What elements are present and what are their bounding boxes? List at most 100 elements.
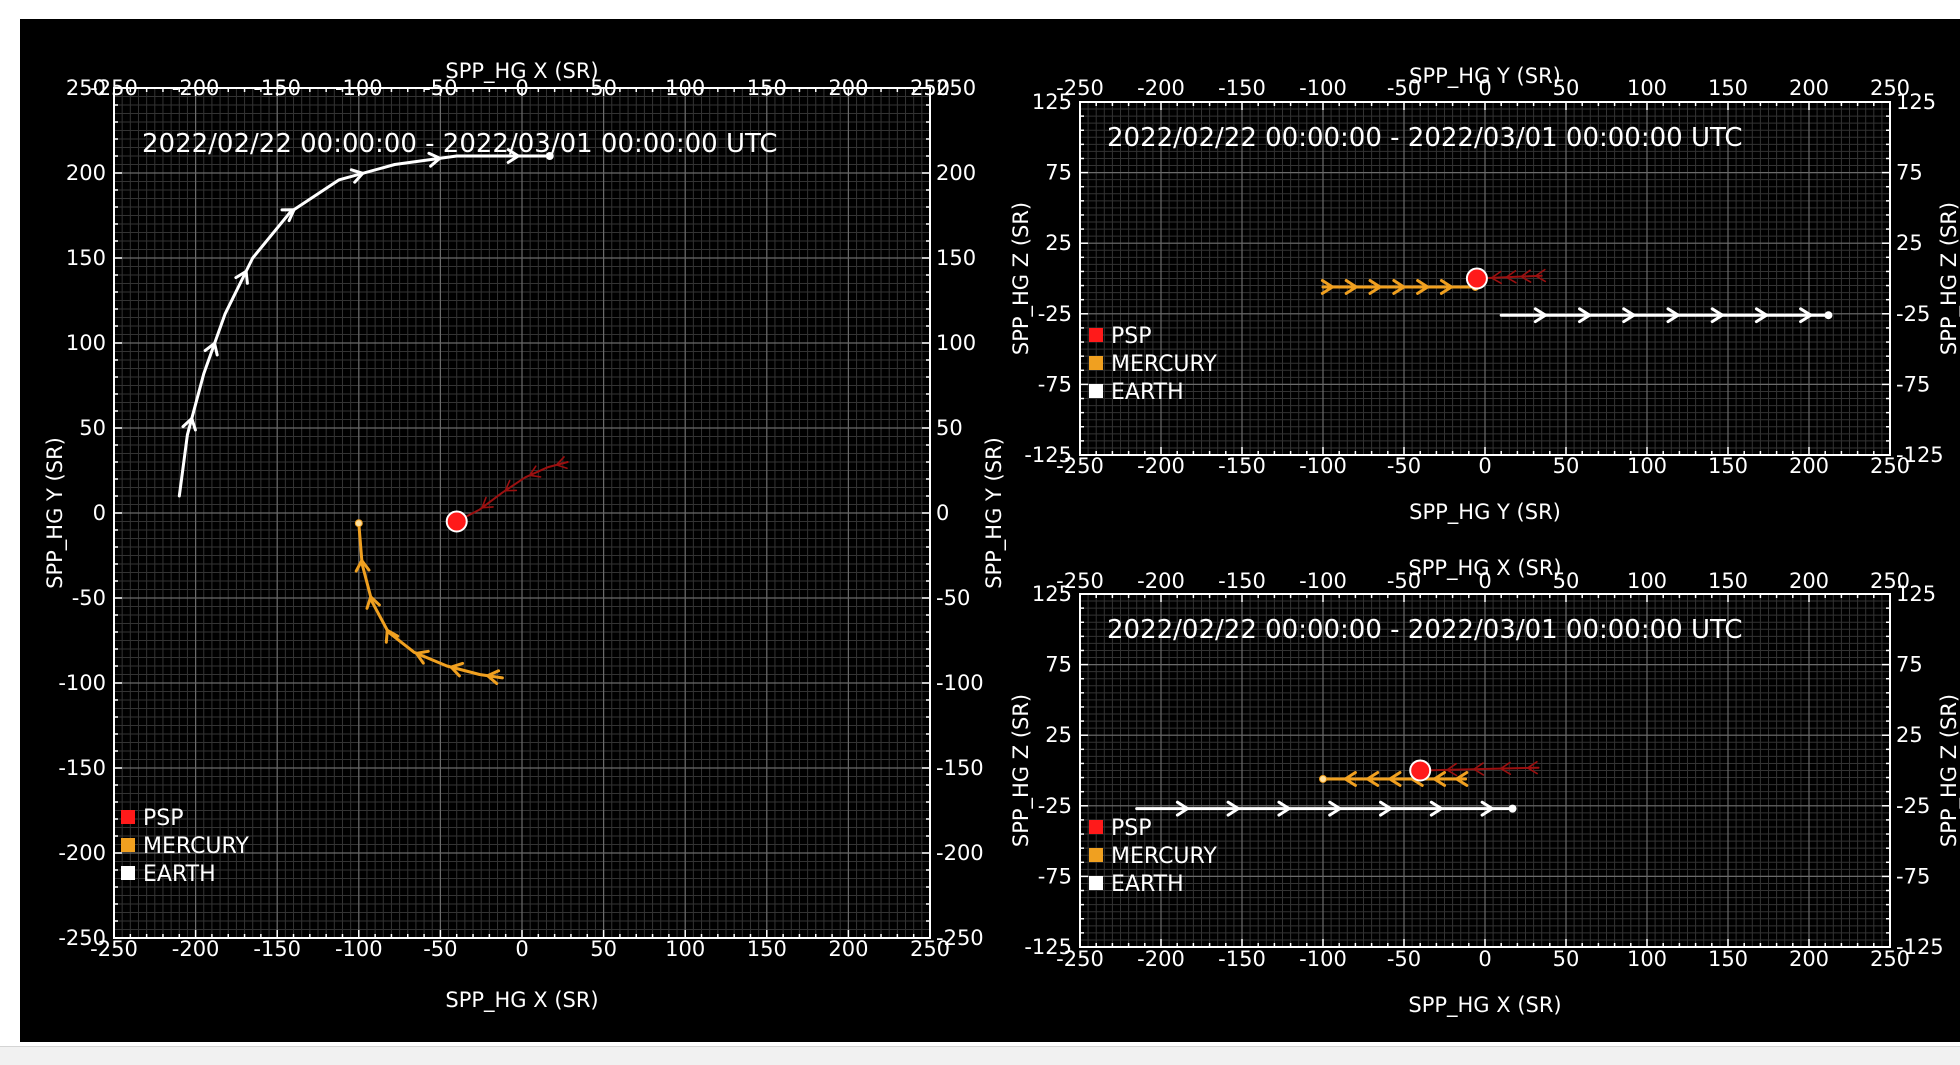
psp-position-marker [1465, 267, 1488, 290]
legend-swatch-mercury [1089, 848, 1103, 862]
y-tick-label-left: 125 [1032, 90, 1072, 114]
x-tick-label-top: 250 [1870, 76, 1910, 100]
y-tick-label-right: 75 [1896, 161, 1923, 185]
y-tick-label-right: -25 [1896, 794, 1930, 818]
xy-plot: -250 -250 -200 -200 -150 -150 -100 -100 -50 -50 0 0… [43, 59, 1007, 1013]
orbit-track-mercury [357, 521, 504, 680]
x-tick-label-top: -100 [335, 76, 383, 100]
x-tick-label-bottom: -200 [172, 937, 220, 961]
x-tick-label-bottom: 0 [1478, 454, 1491, 478]
x-tick-label-top: -150 [1218, 76, 1266, 100]
direction-arrow [1277, 800, 1291, 817]
direction-arrow [280, 208, 296, 223]
y-tick-label-right: -200 [936, 841, 984, 865]
y-axis-label-left: SPP_HG Z (SR) [1009, 202, 1034, 355]
y-axis-label-right: SPP_HG Y (SR) [982, 437, 1007, 589]
direction-arrow [1388, 771, 1402, 787]
psp-position-marker [1409, 759, 1432, 782]
x-tick-label-bottom: 200 [1789, 454, 1829, 478]
tick-labels: -250 -250 -200 -200 -150 -150 -100 -100 -50 -50 0 0… [58, 76, 983, 961]
y-tick-label-left: -150 [58, 756, 106, 780]
legend-swatch-earth [1089, 384, 1103, 398]
y-tick-label-right: -75 [1896, 864, 1930, 888]
y-tick-label-left: -50 [72, 586, 106, 610]
y-tick-label-right: -250 [936, 926, 984, 950]
x-tick-label-bottom: -50 [423, 937, 457, 961]
legend-label-mercury: MERCURY [143, 834, 249, 859]
x-tick-label-bottom: -100 [1299, 947, 1347, 971]
legend-label-psp: PSP [143, 806, 184, 831]
y-tick-label-left: -100 [58, 671, 106, 695]
orbit-tracks [177, 148, 569, 685]
legend-swatch-earth [121, 866, 135, 880]
direction-arrow [1480, 800, 1494, 817]
x-tick-label-bottom: 250 [1870, 947, 1910, 971]
bottom-status-strip [0, 1046, 1960, 1065]
y-tick-label-left: -125 [1024, 443, 1072, 467]
x-tick-label-bottom: 50 [1553, 947, 1580, 971]
direction-arrow [203, 341, 219, 357]
series-mercury [1319, 771, 1469, 787]
x-tick-label-top: -250 [90, 76, 138, 100]
x-tick-label-bottom: 150 [747, 937, 787, 961]
x-tick-label-top: 0 [515, 76, 528, 100]
orbit-tracks [1135, 759, 1540, 817]
y-tick-label-left: -125 [1024, 935, 1072, 959]
x-tick-label-top: -250 [1056, 569, 1104, 593]
x-tick-label-bottom: -150 [253, 937, 301, 961]
orbit-track-psp [1419, 766, 1540, 772]
x-axis-label-top: SPP_HG X (SR) [1408, 556, 1561, 581]
series-earth [177, 148, 554, 498]
y-tick-label-left: -75 [1038, 864, 1072, 888]
earth-position-marker [1508, 804, 1517, 813]
direction-arrow [528, 465, 542, 478]
direction-arrow [486, 669, 501, 685]
legend-label-psp: PSP [1111, 324, 1152, 349]
orbit-figure: -250 -250 -200 -200 -150 -150 -100 -100 -50 -50 0 0… [20, 19, 1960, 1042]
y-tick-label-right: -150 [936, 756, 984, 780]
direction-arrow [1379, 800, 1393, 817]
legend-swatch-psp [121, 810, 135, 824]
x-tick-label-top: -200 [1137, 569, 1185, 593]
x-tick-label-bottom: 250 [1870, 454, 1910, 478]
direction-arrow [1392, 279, 1406, 295]
x-tick-label-top: 150 [1708, 569, 1748, 593]
x-tick-label-bottom: 200 [1789, 947, 1829, 971]
y-tick-label-left: 200 [66, 161, 106, 185]
direction-arrow [1799, 307, 1813, 324]
y-tick-label-left: 125 [1032, 582, 1072, 606]
y-axis-label-left: SPP_HG Y (SR) [43, 437, 68, 589]
x-tick-label-bottom: 200 [828, 937, 868, 961]
y-tick-label-left: 75 [1045, 161, 1072, 185]
x-tick-label-top: 50 [1553, 76, 1580, 100]
y-tick-label-right: 0 [936, 501, 949, 525]
x-axis-label-top: SPP_HG X (SR) [445, 59, 598, 84]
direction-arrow [414, 649, 430, 665]
direction-arrow [1429, 800, 1443, 817]
earth-position-marker [545, 152, 554, 160]
mercury-position-marker [1319, 774, 1327, 783]
x-tick-label-top: -150 [253, 76, 301, 100]
x-axis-label-bottom: SPP_HG Y (SR) [1409, 500, 1561, 525]
y-tick-label-right: -50 [936, 586, 970, 610]
x-tick-label-top: 200 [1789, 76, 1829, 100]
y-tick-label-left: 25 [1045, 723, 1072, 747]
direction-arrow [506, 148, 520, 164]
x-tick-label-top: -50 [423, 76, 457, 100]
x-tick-label-top: 100 [1627, 569, 1667, 593]
x-tick-label-bottom: 100 [1627, 947, 1667, 971]
direction-arrow [1320, 279, 1334, 295]
direction-arrow [1343, 771, 1357, 787]
x-tick-label-bottom: -50 [1387, 947, 1421, 971]
y-tick-label-right: -25 [1896, 302, 1930, 326]
direction-arrow [1226, 800, 1240, 817]
direction-arrow [1490, 270, 1502, 285]
x-tick-label-bottom: 0 [1478, 947, 1491, 971]
x-tick-label-top: -50 [1387, 569, 1421, 593]
legend-label-mercury: MERCURY [1111, 844, 1217, 869]
x-tick-label-bottom: -150 [1218, 947, 1266, 971]
direction-arrow [1754, 307, 1768, 324]
tick-labels: -250-250-200-200-150-150-100-100-50-5000… [1024, 76, 1943, 478]
x-tick-label-top: 200 [828, 76, 868, 100]
direction-arrow [1328, 800, 1342, 817]
